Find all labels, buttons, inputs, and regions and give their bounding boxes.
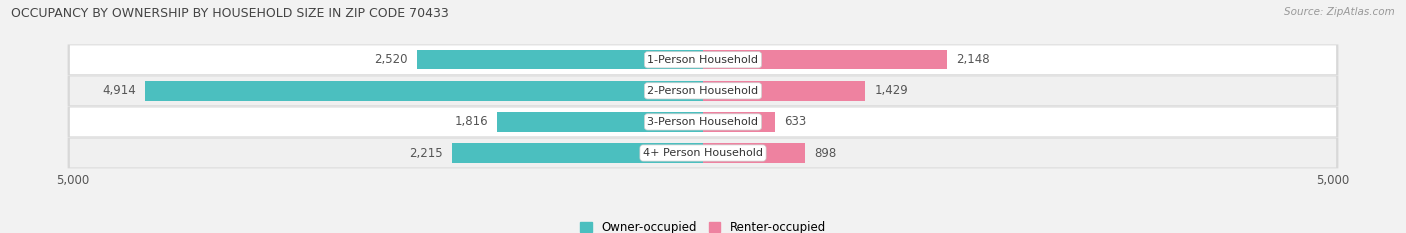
Bar	[145, 81, 703, 100]
Text: 2,215: 2,215	[409, 147, 443, 160]
Bar	[703, 81, 865, 100]
Text: OCCUPANCY BY OWNERSHIP BY HOUSEHOLD SIZE IN ZIP CODE 70433: OCCUPANCY BY OWNERSHIP BY HOUSEHOLD SIZE…	[11, 7, 449, 20]
Text: 4,914: 4,914	[103, 84, 136, 97]
Bar	[703, 143, 804, 163]
Bar	[418, 50, 703, 69]
Bar	[703, 112, 775, 132]
Text: 2-Person Household: 2-Person Household	[647, 86, 759, 96]
Text: 5,000: 5,000	[56, 174, 90, 187]
FancyBboxPatch shape	[67, 45, 1339, 75]
FancyBboxPatch shape	[70, 139, 1336, 168]
Legend: Owner-occupied, Renter-occupied: Owner-occupied, Renter-occupied	[575, 217, 831, 233]
FancyBboxPatch shape	[70, 107, 1336, 136]
Text: 5,000: 5,000	[1316, 174, 1350, 187]
Text: 1,816: 1,816	[454, 115, 488, 128]
Text: 2,148: 2,148	[956, 53, 990, 66]
FancyBboxPatch shape	[70, 45, 1336, 74]
Text: 1,429: 1,429	[875, 84, 908, 97]
FancyBboxPatch shape	[70, 76, 1336, 105]
Bar	[496, 112, 703, 132]
Text: 2,520: 2,520	[374, 53, 408, 66]
Bar	[703, 50, 946, 69]
Text: 4+ Person Household: 4+ Person Household	[643, 148, 763, 158]
Text: Source: ZipAtlas.com: Source: ZipAtlas.com	[1284, 7, 1395, 17]
Text: 898: 898	[814, 147, 837, 160]
Text: 1-Person Household: 1-Person Household	[648, 55, 758, 65]
Bar	[451, 143, 703, 163]
FancyBboxPatch shape	[67, 106, 1339, 137]
FancyBboxPatch shape	[67, 75, 1339, 106]
Text: 3-Person Household: 3-Person Household	[648, 117, 758, 127]
Text: 633: 633	[785, 115, 806, 128]
FancyBboxPatch shape	[67, 138, 1339, 168]
